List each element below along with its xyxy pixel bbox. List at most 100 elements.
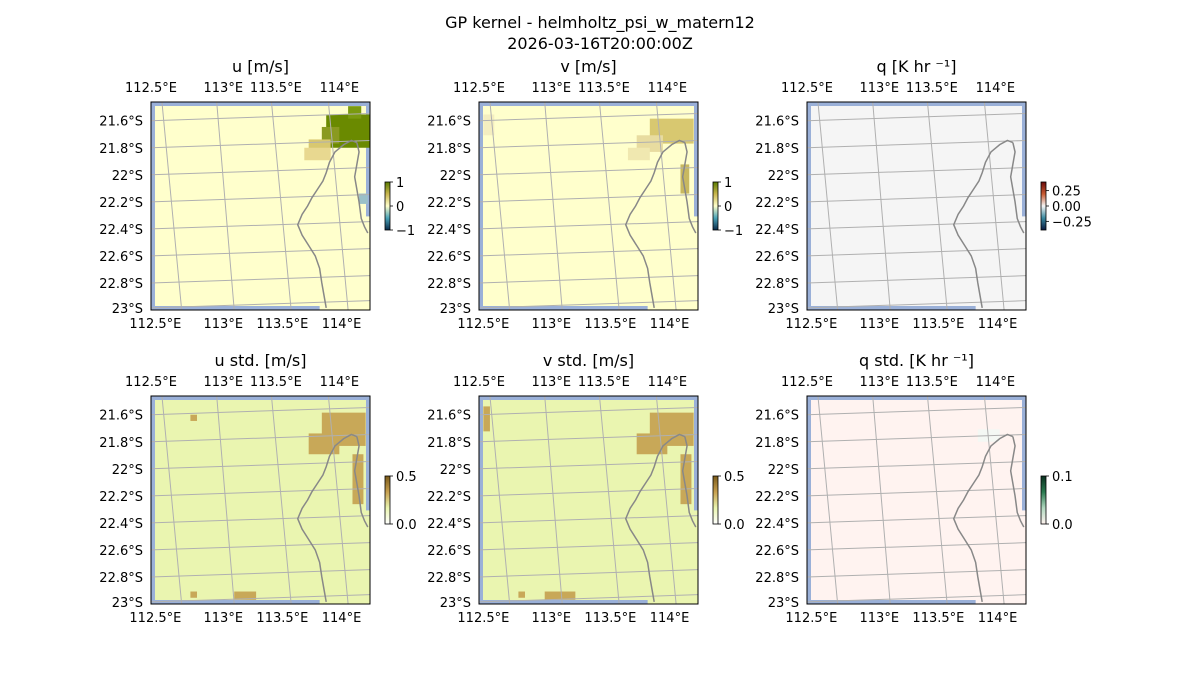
y-tick-label: 21.6°S <box>427 115 471 130</box>
parallel-line <box>151 275 370 284</box>
sea-bottom <box>807 306 976 310</box>
x-tick-label-top: 112.5°E <box>125 81 177 96</box>
colorbar-fill <box>712 181 719 231</box>
map-frame <box>806 395 1027 605</box>
sea-right <box>366 396 370 511</box>
x-tick-label-top: 113°E <box>532 81 572 96</box>
colorbar-fill <box>1040 181 1047 231</box>
coastline-peninsula <box>681 436 697 528</box>
parallel-line <box>151 167 370 176</box>
parallel-line <box>807 112 1026 122</box>
y-tick-label: 22.2°S <box>755 196 799 211</box>
y-tick-label: 23°S <box>112 302 143 317</box>
parallel-line <box>807 275 1026 284</box>
panel-title: q [K hr ⁻¹] <box>877 57 957 76</box>
sea-left <box>807 102 811 310</box>
sea-top <box>807 396 1026 400</box>
parallel-line <box>479 433 698 443</box>
parallel-line <box>807 461 1026 470</box>
coastline <box>952 139 1014 309</box>
y-tick-label: 22.2°S <box>427 490 471 505</box>
parallel-line <box>807 248 1026 257</box>
parallel-line <box>479 594 698 603</box>
x-tick-label-bottom: 113°E <box>204 611 244 626</box>
sea-bottom <box>151 306 320 310</box>
colorbar-tick-label: 0.0 <box>724 518 745 533</box>
y-tick-label: 22.2°S <box>99 490 143 505</box>
y-tick-label: 21.6°S <box>427 409 471 424</box>
meridian-line <box>655 396 677 604</box>
colorbar-tick-label: −1 <box>724 224 743 239</box>
panel-4: u std. [m/s] 112.5°E 112.5°E 113°E 113°E 113.… <box>99 351 416 626</box>
x-tick-label-bottom: 113.5°E <box>912 317 964 332</box>
y-tick-label: 22.2°S <box>99 196 143 211</box>
parallel-line <box>151 300 370 309</box>
meridian-line <box>872 396 891 604</box>
coastline-peninsula <box>681 142 697 234</box>
x-tick-label-top: 113°E <box>532 375 572 390</box>
y-tick-label: 21.8°S <box>99 142 143 157</box>
parallel-line <box>151 406 370 416</box>
parallel-line <box>151 433 370 443</box>
sea-bottom <box>479 306 648 310</box>
sea-top <box>151 396 370 400</box>
panel-5: v std. [m/s] 112.5°E 112.5°E 113°E 113°E 113.… <box>427 351 744 626</box>
map-area <box>807 102 1026 310</box>
x-tick-label-bottom: 112.5°E <box>785 611 837 626</box>
value-patch <box>636 433 668 455</box>
x-tick-label-top: 113.5°E <box>250 375 302 390</box>
meridian-line <box>270 396 292 604</box>
meridian-line <box>598 396 620 604</box>
map-area <box>151 102 370 310</box>
parallel-line <box>807 167 1026 176</box>
map-frame <box>478 395 699 605</box>
colorbar-tick-label: 0.25 <box>1052 185 1081 200</box>
parallel-line <box>479 569 698 578</box>
value-patch <box>680 454 692 505</box>
y-tick-label: 22.8°S <box>427 571 471 586</box>
parallel-line <box>479 248 698 257</box>
y-tick-label: 22.4°S <box>427 223 471 238</box>
parallel-line <box>151 112 370 122</box>
coastline-peninsula <box>353 436 369 528</box>
sea-top <box>479 102 698 106</box>
x-tick-label-bottom: 113.5°E <box>256 317 308 332</box>
meridian-line <box>817 102 839 310</box>
meridian-line <box>983 102 1005 310</box>
y-tick-label: 22.8°S <box>427 277 471 292</box>
coastline <box>624 139 686 309</box>
x-tick-label-top: 114°E <box>976 375 1016 390</box>
y-tick-label: 22.6°S <box>755 544 799 559</box>
meridian-line <box>983 396 1005 604</box>
parallel-line <box>807 433 1026 443</box>
parallel-line <box>479 194 698 203</box>
x-tick-label-bottom: 114°E <box>322 317 362 332</box>
x-tick-label-bottom: 113.5°E <box>912 611 964 626</box>
panel-title: q std. [K hr ⁻¹] <box>859 351 974 370</box>
parallel-line <box>151 194 370 203</box>
x-tick-label-bottom: 112.5°E <box>457 317 509 332</box>
map-frame <box>478 101 699 311</box>
x-tick-label-top: 112.5°E <box>781 375 833 390</box>
map-area <box>479 102 698 310</box>
y-tick-label: 22°S <box>440 169 471 184</box>
sea-right <box>694 102 698 217</box>
sea-bottom <box>479 600 648 604</box>
panel-6: q std. [K hr ⁻¹] 112.5°E 112.5°E 113°E 113°E… <box>755 351 1072 626</box>
panel-title: u std. [m/s] <box>215 351 307 370</box>
value-patch <box>352 454 364 505</box>
y-tick-label: 21.8°S <box>427 436 471 451</box>
meridian-line <box>270 102 292 310</box>
parallel-line <box>151 515 370 524</box>
x-tick-label-bottom: 113°E <box>204 317 244 332</box>
panels: u [m/s]112.5°E112.5°E113°E113°E113.5°E11… <box>99 57 1092 626</box>
coastline-peninsula <box>1009 142 1025 234</box>
parallel-line <box>807 515 1026 524</box>
meridian-line <box>926 396 948 604</box>
sea-right <box>1022 102 1026 217</box>
y-tick-label: 22.6°S <box>99 250 143 265</box>
y-tick-label: 21.6°S <box>755 409 799 424</box>
x-tick-label-bottom: 114°E <box>322 611 362 626</box>
y-tick-label: 21.6°S <box>99 115 143 130</box>
